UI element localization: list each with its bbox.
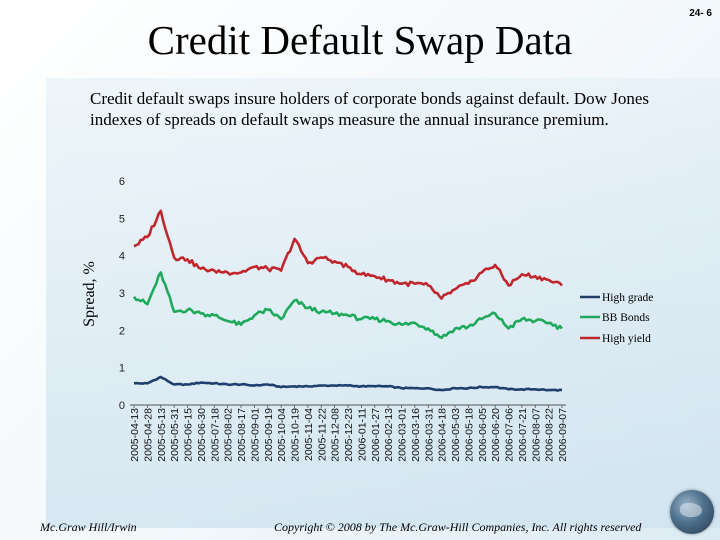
x-tick-label: 2006-06-05 bbox=[477, 408, 489, 462]
legend-label-high-yield: High yield bbox=[602, 333, 651, 345]
x-tick-label: 2006-08-07 bbox=[530, 408, 542, 462]
x-tick-label: 2005-09-01 bbox=[249, 408, 261, 462]
y-axis-label: Spread, % bbox=[81, 261, 98, 327]
y-tick-label: 1 bbox=[119, 363, 125, 375]
x-tick-label: 2006-07-21 bbox=[517, 408, 529, 462]
x-tick-label: 2006-09-07 bbox=[557, 408, 569, 462]
x-tick-label: 2006-02-13 bbox=[383, 408, 395, 462]
y-tick-label: 6 bbox=[119, 176, 125, 188]
x-tick-label: 2005-04-13 bbox=[129, 408, 141, 462]
x-tick-label: 2005-04-28 bbox=[142, 408, 154, 462]
x-tick-label: 2005-12-08 bbox=[330, 408, 342, 462]
y-tick-label: 0 bbox=[119, 400, 125, 412]
globe-logo-icon bbox=[670, 490, 714, 534]
x-tick-label: 2006-08-22 bbox=[544, 408, 556, 462]
series-line-high-yield bbox=[133, 209, 563, 300]
y-tick-label: 5 bbox=[119, 213, 125, 225]
series-line-bb-bonds bbox=[132, 271, 563, 340]
x-tick-label: 2005-08-17 bbox=[236, 408, 248, 462]
x-tick-label: 2006-03-01 bbox=[397, 408, 409, 462]
x-tick-label: 2006-05-03 bbox=[450, 408, 462, 462]
slide-title: Credit Default Swap Data bbox=[147, 17, 573, 63]
x-tick-label: 2005-06-15 bbox=[183, 408, 195, 462]
x-tick-label: 2005-08-02 bbox=[223, 408, 235, 462]
x-tick-label: 2005-12-23 bbox=[343, 408, 355, 462]
x-tick-label: 2006-07-06 bbox=[504, 408, 516, 462]
x-tick-label: 2006-01-11 bbox=[356, 408, 368, 461]
legend-label-bb-bonds: BB Bonds bbox=[602, 312, 650, 324]
x-tick-label: 2006-05-18 bbox=[463, 408, 475, 462]
x-tick-label: 2006-03-16 bbox=[410, 408, 422, 462]
x-tick-label: 2005-10-04 bbox=[276, 408, 288, 462]
x-tick-label: 2006-04-18 bbox=[437, 408, 449, 462]
x-tick-label: 2006-03-31 bbox=[423, 408, 435, 462]
y-tick-label: 4 bbox=[119, 251, 125, 263]
y-tick-label: 3 bbox=[119, 288, 125, 300]
copyright-footer: Copyright © 2008 by The Mc.Graw-Hill Com… bbox=[274, 520, 642, 534]
x-tick-label: 2005-11-22 bbox=[316, 408, 328, 461]
x-tick-label: 2005-05-31 bbox=[169, 408, 181, 462]
intro-text: Credit default swaps insure holders of c… bbox=[90, 89, 649, 129]
publisher-footer: Mc.Graw Hill/Irwin bbox=[40, 520, 137, 534]
x-tick-label: 2005-06-30 bbox=[196, 408, 208, 462]
x-tick-label: 2005-09-19 bbox=[263, 408, 275, 462]
x-tick-label: 2006-01-27 bbox=[370, 408, 382, 462]
x-tick-label: 2006-06-20 bbox=[490, 408, 502, 462]
legend-label-high-grade: High grade bbox=[602, 292, 653, 304]
x-tick-label: 2005-05-13 bbox=[156, 408, 168, 462]
x-tick-label: 2005-07-18 bbox=[209, 408, 221, 462]
x-tick-label: 2005-10-19 bbox=[290, 408, 302, 462]
y-tick-label: 2 bbox=[119, 325, 125, 337]
content-panel bbox=[46, 78, 720, 528]
slide-number: 24- 6 bbox=[689, 8, 712, 19]
series-line-high-grade bbox=[133, 375, 563, 392]
x-tick-label: 2005-11-04 bbox=[303, 408, 315, 461]
